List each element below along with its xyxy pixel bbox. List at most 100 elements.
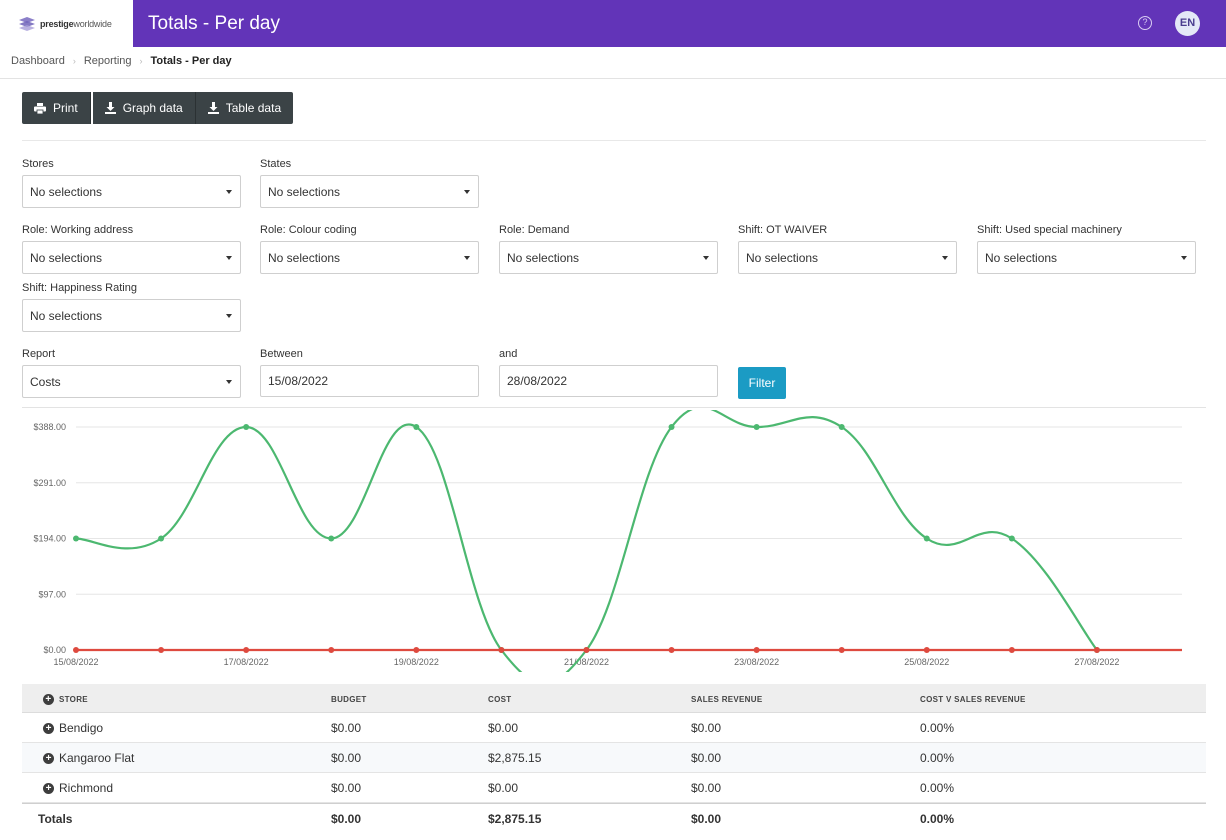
data-point-green xyxy=(73,535,79,542)
header-cost-v-sales-revenue[interactable]: COST V SALES REVENUE xyxy=(920,695,1026,704)
page-title: Totals - Per day xyxy=(148,13,280,34)
cost-cell: $0.00 xyxy=(488,781,519,795)
data-point-green xyxy=(328,535,335,542)
data-point-red xyxy=(753,647,760,653)
table-data-label: Table data xyxy=(225,101,282,115)
shift-special-machinery-select[interactable]: No selections xyxy=(977,241,1196,274)
breadcrumb-reporting[interactable]: Reporting xyxy=(83,55,132,67)
expand-all-icon[interactable]: + xyxy=(43,694,54,705)
x-tick-label: 25/08/2022 xyxy=(904,657,949,667)
breadcrumb-current: Totals - Per day xyxy=(150,55,232,67)
x-tick-label: 15/08/2022 xyxy=(53,657,98,667)
print-label: Print xyxy=(53,101,78,115)
report-select[interactable]: Costs xyxy=(22,365,241,398)
x-tick-label: 17/08/2022 xyxy=(224,657,269,667)
graph-data-button[interactable]: Graph data xyxy=(92,92,196,124)
start-date-input[interactable]: 15/08/2022 xyxy=(260,365,479,397)
header-store[interactable]: STORE xyxy=(59,695,88,704)
data-point-red xyxy=(328,647,335,653)
role-working-address-select[interactable]: No selections xyxy=(22,241,241,274)
total-budget: $0.00 xyxy=(331,812,362,826)
stores-label: Stores xyxy=(22,158,54,170)
expand-row-icon[interactable]: + xyxy=(43,722,54,734)
filter-button[interactable]: Filter xyxy=(738,367,786,399)
table-row: + Bendigo $0.00 $0.00 $0.00 0.00% xyxy=(22,713,1206,743)
role-colour-coding-label: Role: Colour coding xyxy=(260,224,357,236)
caret-down-icon xyxy=(1181,256,1187,260)
breadcrumb-dashboard[interactable]: Dashboard xyxy=(11,55,65,67)
breadcrumb: Dashboard › Reporting › Totals - Per day xyxy=(11,55,232,67)
states-select[interactable]: No selections xyxy=(260,175,479,208)
store-name: Richmond xyxy=(59,781,114,795)
role-working-address-value: No selections xyxy=(30,251,103,265)
header-sales-revenue[interactable]: SALES REVENUE xyxy=(691,695,763,704)
data-point-green xyxy=(923,535,930,542)
data-point-red xyxy=(413,647,420,653)
and-label: and xyxy=(499,348,518,360)
shift-special-machinery-value: No selections xyxy=(985,251,1058,265)
series-line-green xyxy=(75,410,1098,672)
y-tick-label: $0.00 xyxy=(43,645,66,655)
top-bar: prestigeworldwide Totals - Per day ? EN xyxy=(0,0,1226,47)
logo[interactable]: prestigeworldwide xyxy=(0,0,133,47)
shift-ot-waiver-value: No selections xyxy=(746,251,819,265)
store-totals-table: + STORE BUDGET COST SALES REVENUE COST V … xyxy=(22,684,1206,833)
print-button[interactable]: Print xyxy=(22,92,91,124)
budget-cell: $0.00 xyxy=(331,721,362,735)
total-cost: $2,875.15 xyxy=(488,812,542,826)
caret-down-icon xyxy=(464,256,470,260)
shift-happiness-select[interactable]: No selections xyxy=(22,299,241,332)
chevron-right-icon: › xyxy=(72,56,76,66)
data-point-green xyxy=(753,424,760,430)
data-point-green xyxy=(1008,535,1015,542)
budget-cell: $0.00 xyxy=(331,751,362,765)
data-point-red xyxy=(243,647,250,653)
sales-revenue-cell: $0.00 xyxy=(691,751,722,765)
y-tick-label: $194.00 xyxy=(33,534,66,544)
states-label: States xyxy=(260,158,292,170)
expand-row-icon[interactable]: + xyxy=(43,782,54,794)
table-data-button[interactable]: Table data xyxy=(195,92,294,124)
stores-value: No selections xyxy=(30,185,103,199)
caret-down-icon xyxy=(226,190,232,194)
header-budget[interactable]: BUDGET xyxy=(331,695,367,704)
budget-cell: $0.00 xyxy=(331,781,362,795)
table-header-row: + STORE BUDGET COST SALES REVENUE COST V … xyxy=(22,684,1206,713)
data-point-red xyxy=(73,647,79,653)
shift-happiness-value: No selections xyxy=(30,309,103,323)
sales-revenue-cell: $0.00 xyxy=(691,721,722,735)
store-name: Bendigo xyxy=(59,721,104,735)
y-tick-label: $388.00 xyxy=(33,422,66,432)
cost-line-chart: $0.00 $97.00 $194.00 $291.00 $388.00 15/08/20… xyxy=(33,410,1182,672)
role-colour-coding-select[interactable]: No selections xyxy=(260,241,479,274)
cost-v-sales-cell: 0.00% xyxy=(920,751,955,765)
expand-row-icon[interactable]: + xyxy=(43,752,54,764)
avatar[interactable]: EN xyxy=(1175,11,1200,36)
data-point-red xyxy=(1093,647,1100,653)
data-point-red xyxy=(1008,647,1015,653)
logo-text-light: worldwide xyxy=(73,18,112,29)
between-label: Between xyxy=(260,348,303,360)
cost-cell: $0.00 xyxy=(488,721,519,735)
data-point-green xyxy=(158,535,165,542)
question-circle-icon[interactable]: ? xyxy=(1138,16,1152,30)
download-icon xyxy=(207,102,219,114)
shift-ot-waiver-select[interactable]: No selections xyxy=(738,241,957,274)
header-cost[interactable]: COST xyxy=(488,695,512,704)
states-value: No selections xyxy=(268,185,341,199)
total-cost-v-sales: 0.00% xyxy=(920,812,955,826)
printer-icon xyxy=(34,102,46,114)
role-colour-coding-value: No selections xyxy=(268,251,341,265)
divider xyxy=(0,78,1226,79)
end-date-input[interactable]: 28/08/2022 xyxy=(499,365,718,397)
data-point-red xyxy=(158,647,165,653)
report-value: Costs xyxy=(30,375,61,389)
data-point-green xyxy=(668,424,675,430)
report-label: Report xyxy=(22,348,56,360)
data-point-green xyxy=(413,424,420,430)
logo-text-bold: prestige xyxy=(40,18,74,29)
role-demand-select[interactable]: No selections xyxy=(499,241,718,274)
data-point-red xyxy=(838,647,845,653)
stores-select[interactable]: No selections xyxy=(22,175,241,208)
table-row: + Kangaroo Flat $0.00 $2,875.15 $0.00 0.0… xyxy=(22,743,1206,773)
